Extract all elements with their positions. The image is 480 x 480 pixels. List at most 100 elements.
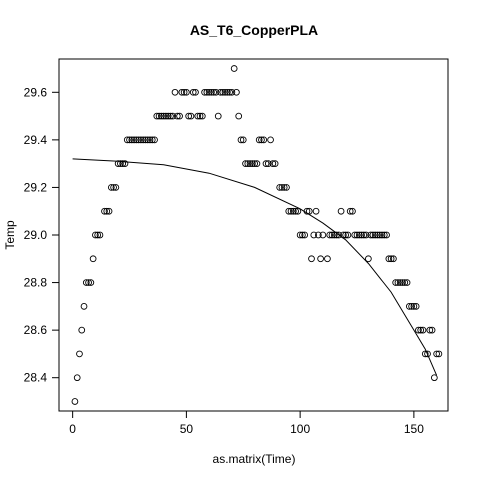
data-point xyxy=(426,326,434,334)
data-point xyxy=(128,136,136,144)
data-point xyxy=(237,136,245,144)
x-tick-label: 50 xyxy=(180,422,194,436)
x-tick-label: 150 xyxy=(404,422,424,436)
data-point xyxy=(258,136,265,144)
data-point xyxy=(401,279,409,286)
data-point xyxy=(287,207,295,215)
data-point xyxy=(253,160,261,167)
data-point xyxy=(198,112,206,120)
data-point xyxy=(183,88,190,96)
data-point xyxy=(371,231,379,239)
data-point xyxy=(203,88,211,96)
data-point xyxy=(324,255,331,263)
data-points xyxy=(71,65,443,405)
data-point xyxy=(169,112,177,120)
data-point xyxy=(158,112,165,120)
data-point xyxy=(239,136,247,144)
data-point xyxy=(223,88,231,96)
data-point xyxy=(255,136,263,144)
data-point xyxy=(244,160,252,167)
data-point xyxy=(130,136,138,144)
data-point xyxy=(126,136,133,144)
data-point xyxy=(267,136,274,144)
y-axis-label: Temp xyxy=(3,220,17,250)
data-point xyxy=(167,112,174,120)
data-point xyxy=(160,112,167,120)
data-point xyxy=(189,88,197,96)
data-point xyxy=(278,184,286,191)
data-point xyxy=(376,231,384,239)
data-point xyxy=(246,160,254,167)
data-point xyxy=(410,303,418,310)
data-point xyxy=(201,88,208,96)
data-point xyxy=(360,231,368,239)
data-point xyxy=(374,231,381,239)
data-point xyxy=(358,231,365,239)
data-point xyxy=(299,231,306,239)
y-axis: 28.4 28.6 28.8 29.0 29.2 29.4 29.6 xyxy=(24,85,59,385)
data-point xyxy=(194,112,202,120)
y-tick-label: 29.2 xyxy=(24,180,48,194)
data-point xyxy=(385,255,393,263)
data-point xyxy=(369,231,377,239)
data-point xyxy=(365,255,372,263)
data-point xyxy=(217,88,224,96)
data-point xyxy=(117,160,124,167)
data-point xyxy=(330,231,338,239)
data-point xyxy=(269,160,277,167)
data-point xyxy=(289,207,297,215)
data-point xyxy=(112,184,120,191)
data-point xyxy=(280,184,288,191)
data-point xyxy=(212,88,220,96)
data-point xyxy=(148,136,156,144)
data-point xyxy=(337,207,345,215)
data-point xyxy=(342,231,349,239)
y-tick-label: 28.8 xyxy=(24,276,48,290)
data-point xyxy=(301,231,309,239)
data-point xyxy=(319,231,327,239)
data-point xyxy=(162,112,170,120)
data-point xyxy=(380,231,388,239)
data-point xyxy=(92,231,99,239)
data-point xyxy=(251,160,258,167)
data-point xyxy=(139,136,147,144)
chart-title: AS_T6_CopperPLA xyxy=(190,22,318,38)
data-point xyxy=(396,279,404,286)
data-point xyxy=(142,136,149,144)
data-point xyxy=(123,136,131,144)
data-point xyxy=(355,231,363,239)
data-point xyxy=(146,136,154,144)
x-axis: 0 50 100 150 xyxy=(69,411,424,436)
data-point xyxy=(378,231,386,239)
data-point xyxy=(412,303,420,310)
data-point xyxy=(262,160,270,167)
data-point xyxy=(132,136,140,144)
data-point xyxy=(433,350,440,358)
data-point xyxy=(173,112,181,120)
data-point xyxy=(110,184,117,191)
data-point xyxy=(233,88,240,96)
data-point xyxy=(76,350,83,358)
data-point xyxy=(405,303,413,310)
data-point xyxy=(153,112,161,120)
data-point xyxy=(403,279,411,286)
data-point xyxy=(73,374,81,382)
data-point xyxy=(271,160,279,167)
data-point xyxy=(296,231,304,239)
data-point xyxy=(228,88,236,96)
data-point xyxy=(390,255,397,263)
data-point xyxy=(121,160,129,167)
y-tick-label: 29.6 xyxy=(24,85,48,99)
data-point xyxy=(419,326,427,334)
data-point xyxy=(155,112,163,120)
y-tick-label: 29.0 xyxy=(24,228,48,242)
data-point xyxy=(424,350,431,358)
data-point xyxy=(151,136,158,144)
y-tick-label: 28.4 xyxy=(24,371,48,385)
data-point xyxy=(85,279,92,286)
data-point xyxy=(196,112,204,120)
data-point xyxy=(89,255,97,263)
data-point xyxy=(399,279,406,286)
data-point xyxy=(335,231,343,239)
